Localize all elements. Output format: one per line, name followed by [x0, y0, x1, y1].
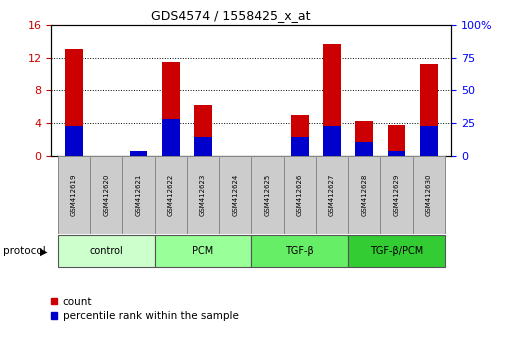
Text: GSM412628: GSM412628 [361, 173, 367, 216]
Bar [291, 137, 309, 156]
Text: GSM412621: GSM412621 [135, 173, 142, 216]
Bar [130, 152, 147, 156]
Bar [356, 121, 373, 156]
Bar [154, 156, 187, 234]
Bar [381, 156, 413, 234]
Bar [348, 156, 381, 234]
Text: TGF-β/PCM: TGF-β/PCM [370, 246, 423, 256]
Text: control: control [89, 246, 123, 256]
Bar [187, 156, 219, 234]
Bar [58, 235, 154, 267]
Text: protocol: protocol [3, 246, 45, 256]
Text: GDS4574 / 1558425_x_at: GDS4574 / 1558425_x_at [151, 9, 310, 22]
Bar [388, 150, 405, 156]
Bar [162, 119, 180, 156]
Bar [251, 235, 348, 267]
Bar [154, 235, 251, 267]
Text: percentile rank within the sample: percentile rank within the sample [63, 311, 239, 321]
Bar [323, 44, 341, 156]
Bar [194, 105, 212, 156]
Bar [219, 156, 251, 234]
Bar [356, 142, 373, 156]
Bar [58, 156, 90, 234]
Bar [65, 126, 83, 156]
Bar [90, 156, 122, 234]
Bar [323, 126, 341, 156]
Text: ▶: ▶ [40, 246, 47, 256]
Bar [420, 64, 438, 156]
Bar [194, 137, 212, 156]
Text: GSM412627: GSM412627 [329, 173, 335, 216]
Text: count: count [63, 297, 92, 307]
Text: GSM412622: GSM412622 [168, 173, 174, 216]
Text: GSM412623: GSM412623 [200, 173, 206, 216]
Text: GSM412624: GSM412624 [232, 173, 238, 216]
Text: GSM412629: GSM412629 [393, 173, 400, 216]
Bar [413, 156, 445, 234]
Text: GSM412619: GSM412619 [71, 173, 77, 216]
Bar [348, 235, 445, 267]
Bar [130, 151, 147, 156]
Bar [388, 125, 405, 156]
Bar [291, 115, 309, 156]
Bar [122, 156, 154, 234]
Text: GSM412625: GSM412625 [265, 173, 270, 216]
Bar [65, 49, 83, 156]
Text: GSM412620: GSM412620 [103, 173, 109, 216]
Bar [284, 156, 316, 234]
Text: TGF-β: TGF-β [285, 246, 314, 256]
Bar [316, 156, 348, 234]
Bar [251, 156, 284, 234]
Text: GSM412630: GSM412630 [426, 173, 432, 216]
Text: PCM: PCM [192, 246, 213, 256]
Text: GSM412626: GSM412626 [297, 173, 303, 216]
Bar [162, 62, 180, 156]
Bar [420, 126, 438, 156]
